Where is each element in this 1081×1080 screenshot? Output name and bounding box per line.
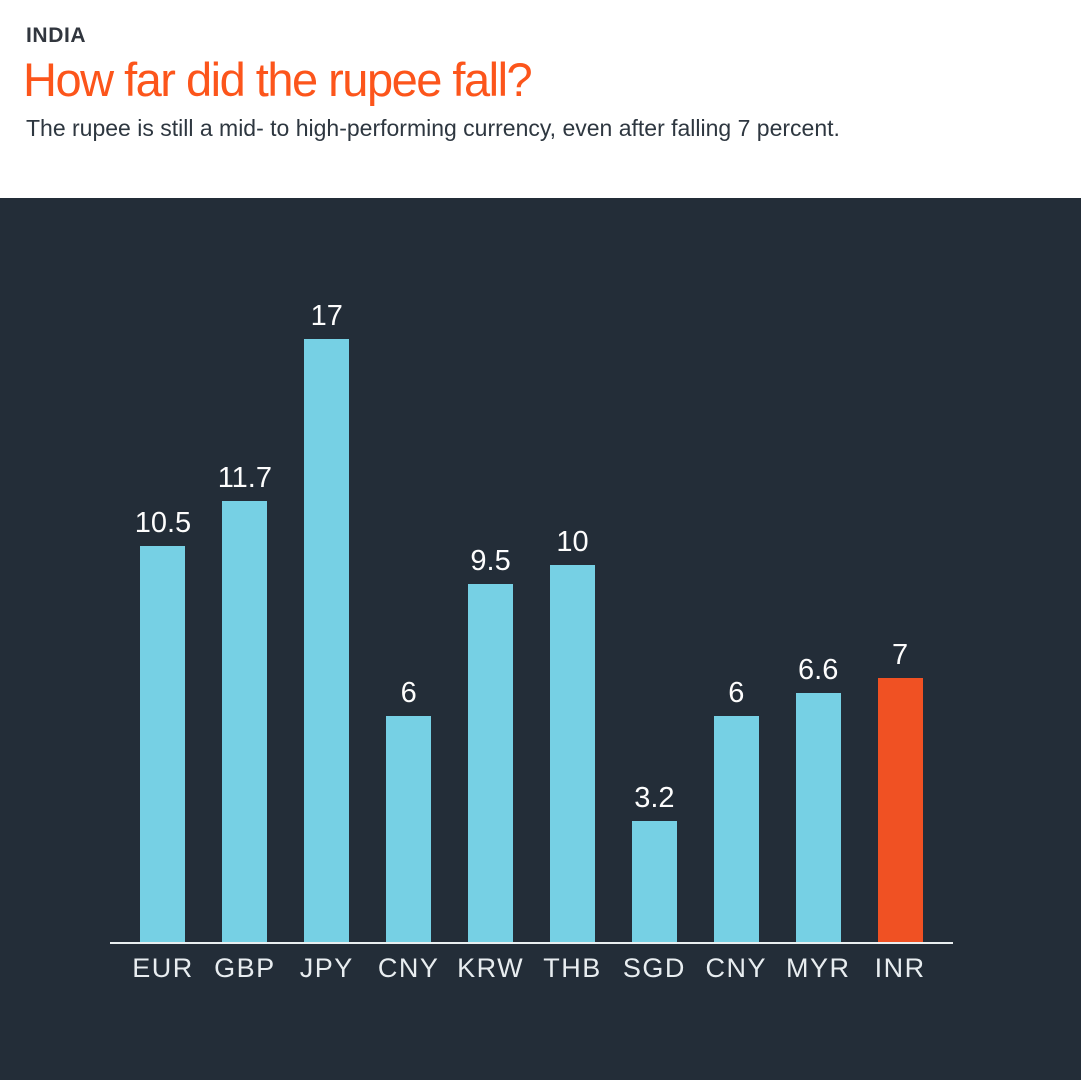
bars: 10.5 11.7 17 6 9.5 10 3.2 6 6.6 7 bbox=[110, 300, 953, 942]
bar-group: 7 bbox=[859, 301, 941, 942]
bar-group: 10 bbox=[532, 301, 614, 942]
page-title: How far did the rupee fall? bbox=[23, 53, 533, 106]
bar-group: 17 bbox=[286, 300, 368, 942]
x-axis-tick-label: EUR bbox=[132, 953, 194, 983]
x-axis-tick-label: THB bbox=[543, 953, 602, 983]
bar-group: 9.5 bbox=[450, 301, 532, 942]
bar bbox=[549, 565, 595, 942]
x-axis-tick-label: GBP bbox=[214, 953, 276, 983]
x-axis-tick-label: JPY bbox=[299, 953, 354, 983]
bar-value-label: 9.5 bbox=[470, 545, 511, 578]
x-axis-line bbox=[110, 942, 953, 944]
bar-group: 6.6 bbox=[777, 301, 859, 942]
bar bbox=[631, 821, 677, 942]
x-axis-tick-label: CNY bbox=[705, 953, 768, 983]
bar bbox=[386, 716, 432, 942]
bar-value-label: 10 bbox=[556, 526, 589, 559]
bar-value-label: 7 bbox=[892, 639, 909, 672]
bar bbox=[795, 693, 841, 942]
bar-value-label: 6.6 bbox=[798, 654, 839, 687]
bar-value-label: 6 bbox=[728, 677, 745, 710]
bar-value-label: 17 bbox=[310, 300, 343, 332]
bar-group: 3.2 bbox=[613, 301, 695, 942]
bar-group: 11.7 bbox=[204, 301, 286, 942]
bar bbox=[304, 338, 350, 942]
x-axis-tick-label: INR bbox=[874, 953, 926, 983]
bar bbox=[222, 501, 268, 942]
bar bbox=[713, 716, 759, 942]
bar-value-label: 11.7 bbox=[217, 462, 272, 495]
x-axis-tick-label: CNY bbox=[377, 953, 440, 983]
x-axis-tick-label: KRW bbox=[457, 953, 525, 983]
bar-group: 6 bbox=[368, 301, 450, 942]
bar bbox=[468, 584, 514, 942]
bar-value-label: 6 bbox=[400, 677, 417, 710]
x-axis-tick-label: MYR bbox=[785, 953, 851, 983]
bar-group: 6 bbox=[695, 301, 777, 942]
x-axis-ticks: EUR GBP JPY CNY KRW THB SGD CNY MYR INR bbox=[110, 953, 953, 984]
subtitle: The rupee is still a mid- to high-perfor… bbox=[26, 115, 840, 141]
bar-group: 10.5 bbox=[122, 301, 204, 942]
x-axis-tick-label: SGD bbox=[622, 953, 686, 983]
header: INDIA How far did the rupee fall? The ru… bbox=[0, 0, 1081, 198]
bar-value-label: 3.2 bbox=[634, 782, 675, 815]
bar-value-label: 10.5 bbox=[134, 507, 192, 540]
bar bbox=[140, 546, 186, 942]
bar-chart: 10.5 11.7 17 6 9.5 10 3.2 6 6.6 7 EUR GBP JPY CNY KRW… bbox=[0, 198, 1081, 1080]
bar bbox=[877, 678, 923, 942]
kicker: INDIA bbox=[26, 24, 87, 47]
